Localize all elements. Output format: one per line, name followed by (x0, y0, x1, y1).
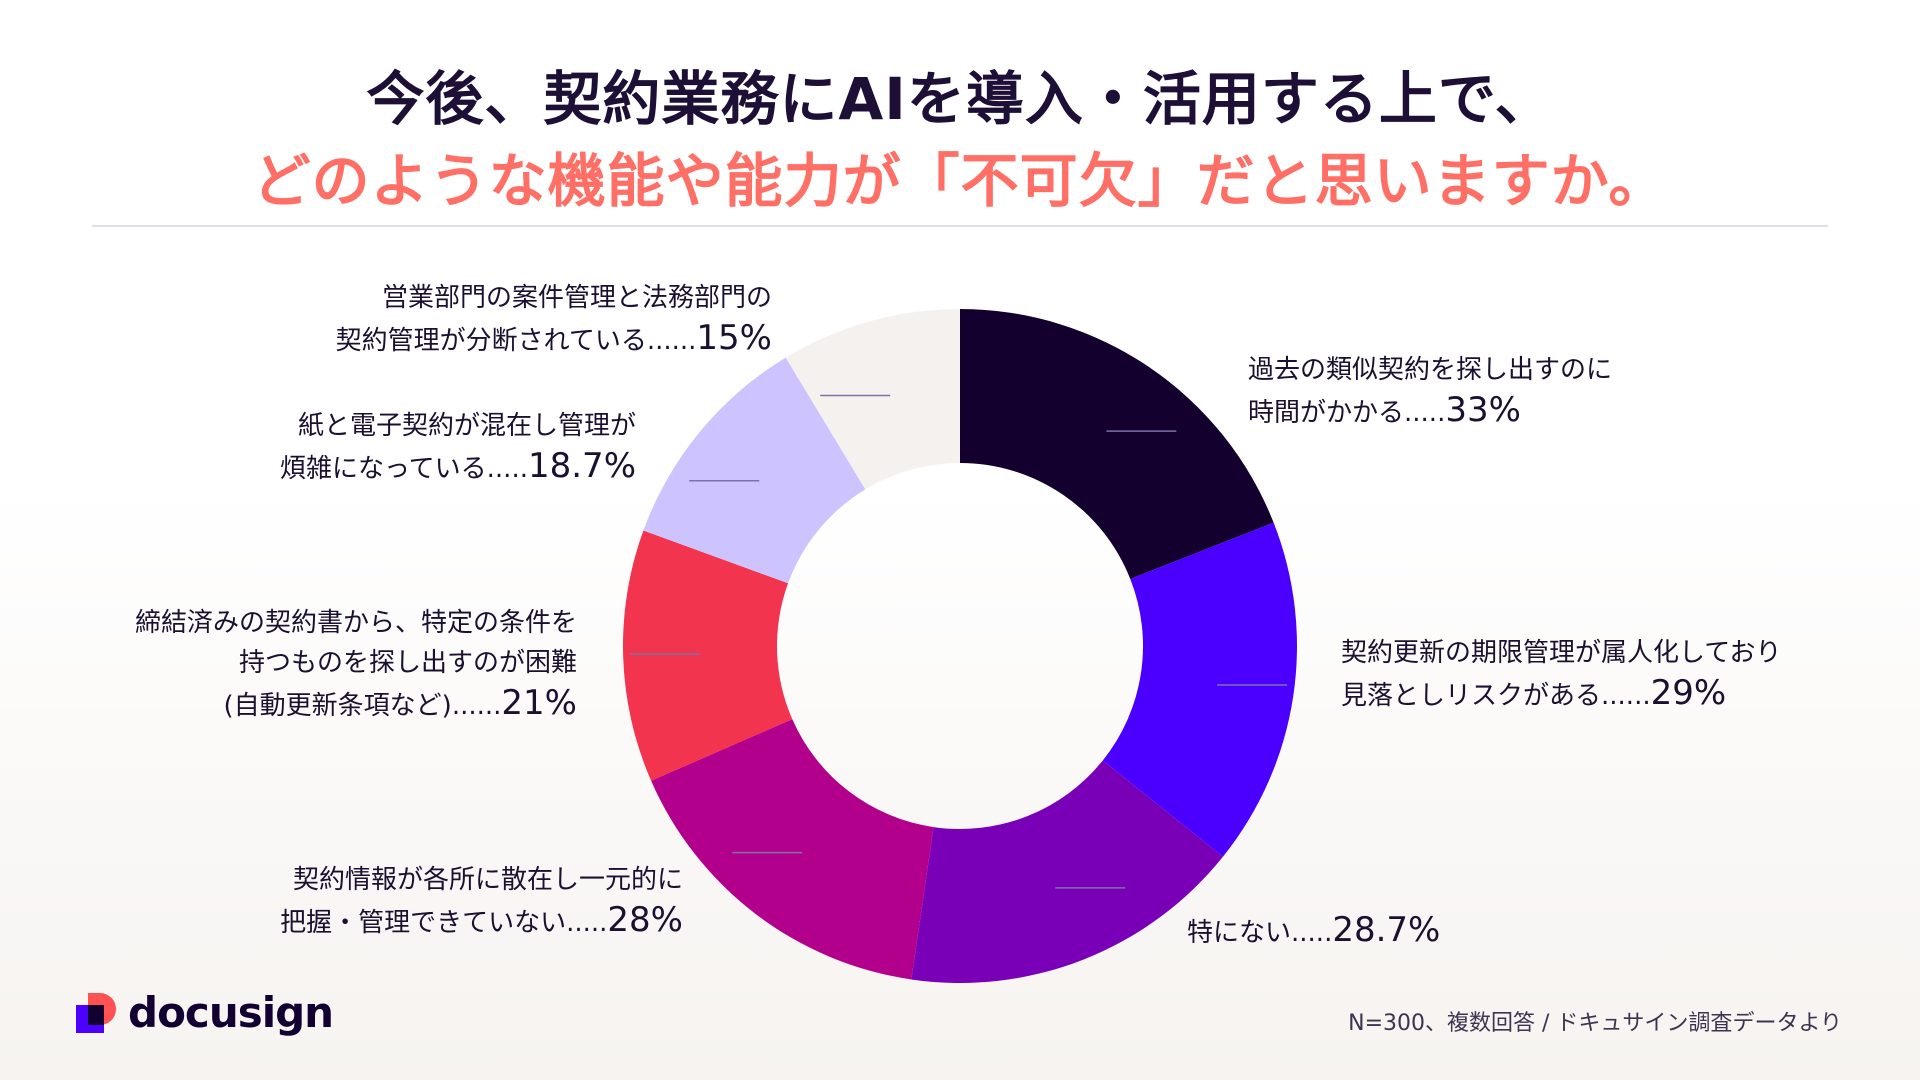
label-scattered-info: 契約情報が各所に散在し一元的に把握・管理できていない.....28% (280, 860, 683, 943)
footnote: N=300、複数回答 / ドキュサイン調査データより (1348, 1011, 1842, 1036)
label-line: 持つものを探し出すのが困難 (238, 648, 577, 678)
label-none: 特にない.....28.7% (1187, 910, 1440, 953)
label-value: 18.7% (527, 446, 636, 486)
donut-slice-3 (911, 760, 1223, 983)
chart-title-line2: どのような機能や能力が「不可欠」だと思いますか。 (252, 147, 1668, 215)
donut-slice-5 (623, 530, 793, 781)
docusign-wordmark: docusign (128, 988, 334, 1037)
label-line: 契約情報が各所に散在し一元的に (292, 865, 683, 895)
label-past-contracts: 過去の類似契約を探し出すのに時間がかかる.....33% (1248, 350, 1612, 433)
label-line: 把握・管理できていない.....28% (280, 900, 683, 940)
label-dots: ..... (1404, 398, 1446, 428)
label-renewal-deadline: 契約更新の期限管理が属人化しており見落としリスクがある......29% (1341, 633, 1781, 716)
donut-slice-2 (1102, 522, 1297, 857)
label-line: 煩雑になっている.....18.7% (279, 446, 636, 486)
label-dots: ..... (1291, 918, 1333, 948)
label-dots: ..... (486, 454, 528, 484)
chart-title-line1: 今後、契約業務にAIを導入・活用する上で、 (366, 65, 1554, 133)
label-dots: ...... (646, 326, 697, 356)
label-line: 特にない.....28.7% (1187, 910, 1441, 950)
label-dots: ...... (451, 691, 502, 721)
docusign-logo: docusign (76, 988, 334, 1037)
label-sales-legal: 営業部門の案件管理と法務部門の契約管理が分断されている......15% (336, 278, 772, 361)
label-dots: ...... (1601, 681, 1651, 711)
label-dots: ..... (566, 908, 608, 938)
label-line: 締結済みの契約書から、特定の条件を (134, 608, 577, 638)
label-line: 契約管理が分断されている......15% (335, 318, 772, 358)
logo-overlap (88, 1004, 104, 1025)
label-value: 28.7% (1332, 910, 1441, 950)
donut-slice-7 (785, 309, 960, 490)
title-divider (92, 225, 1828, 227)
label-paper-electronic: 紙と電子契約が混在し管理が煩雑になっている.....18.7% (280, 406, 636, 489)
label-line: (自動更新条項など)......21% (223, 683, 577, 723)
label-search-conditions: 締結済みの契約書から、特定の条件を持つものを探し出すのが困難 (自動更新条項など)… (135, 603, 577, 726)
donut-slice-4 (651, 719, 934, 980)
label-line: 時間がかかる.....33% (1248, 390, 1521, 430)
label-line: 営業部門の案件管理と法務部門の (381, 283, 772, 313)
label-value: 28% (607, 900, 683, 940)
label-value: 29% (1650, 673, 1727, 713)
label-value: 15% (696, 318, 772, 358)
donut-slice-6 (643, 357, 866, 584)
label-line: 見落としリスクがある......29% (1341, 673, 1727, 713)
label-value: 21% (501, 683, 577, 723)
donut-slice-1 (960, 309, 1274, 579)
label-value: 33% (1445, 390, 1521, 430)
label-line: 過去の類似契約を探し出すのに (1248, 355, 1613, 385)
label-line: 紙と電子契約が混在し管理が (297, 411, 636, 441)
label-line: 契約更新の期限管理が属人化しており (1341, 638, 1782, 668)
docusign-logo-icon (76, 992, 116, 1033)
